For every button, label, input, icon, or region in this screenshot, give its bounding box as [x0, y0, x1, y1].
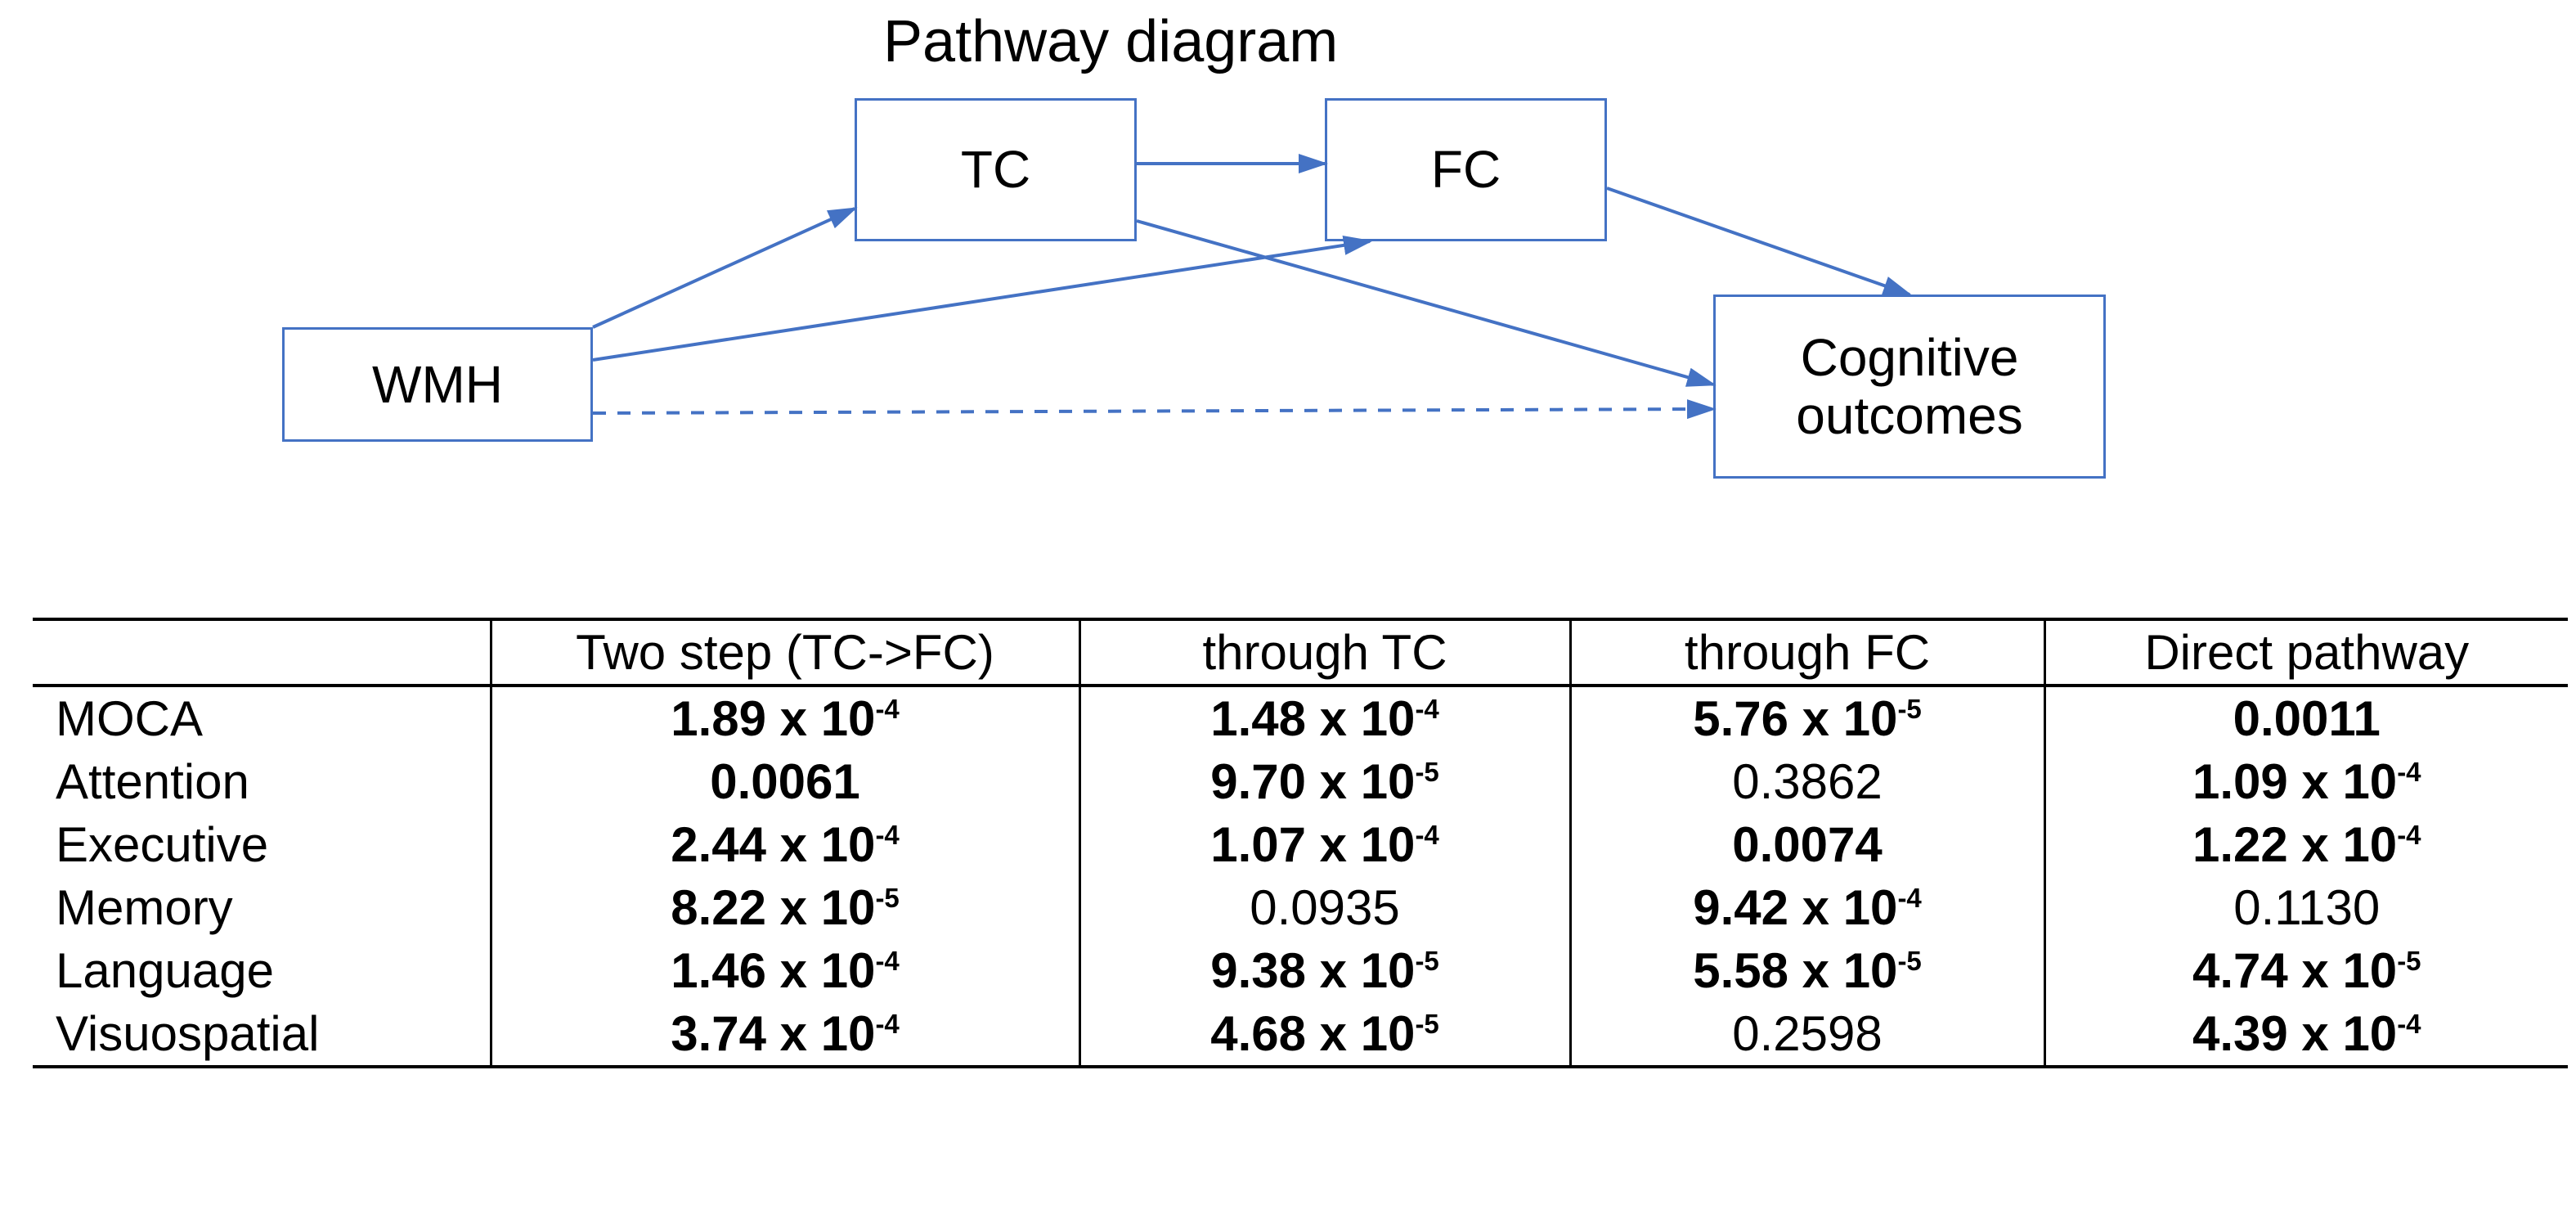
results-table: Two step (TC->FC)through TCthrough FCDir…	[33, 618, 2568, 1068]
col-header-3: through FC	[1570, 619, 2044, 686]
edge-fc-to-cog	[1607, 188, 1910, 295]
row-label: Attention	[33, 750, 491, 813]
figure-canvas: Pathway diagram WMH TC FC Cognitiveoutco…	[0, 0, 2576, 1214]
cell: 4.39 x 10-4	[2044, 1002, 2568, 1067]
node-cognitive-outcomes: Cognitiveoutcomes	[1713, 295, 2106, 479]
cell: 1.89 x 10-4	[491, 686, 1079, 750]
node-tc: TC	[855, 98, 1137, 241]
cell: 1.48 x 10-4	[1079, 686, 1570, 750]
results-table-wrap: Two step (TC->FC)through TCthrough FCDir…	[33, 618, 2568, 1068]
table-body: MOCA1.89 x 10-41.48 x 10-45.76 x 10-50.0…	[33, 686, 2568, 1067]
col-header-2: through TC	[1079, 619, 1570, 686]
cell: 5.76 x 10-5	[1570, 686, 2044, 750]
cell: 1.22 x 10-4	[2044, 813, 2568, 876]
cell: 4.68 x 10-5	[1079, 1002, 1570, 1067]
table-row: Memory8.22 x 10-50.09359.42 x 10-40.1130	[33, 876, 2568, 939]
node-cognitive-outcomes-label: Cognitiveoutcomes	[1796, 329, 2022, 444]
row-label: Visuospatial	[33, 1002, 491, 1067]
cell: 0.0061	[491, 750, 1079, 813]
cell: 0.0074	[1570, 813, 2044, 876]
cell: 4.74 x 10-5	[2044, 939, 2568, 1002]
cell: 2.44 x 10-4	[491, 813, 1079, 876]
cell: 3.74 x 10-4	[491, 1002, 1079, 1067]
row-label: Memory	[33, 876, 491, 939]
col-header-rowlabel	[33, 619, 491, 686]
cell: 5.58 x 10-5	[1570, 939, 2044, 1002]
diagram-title: Pathway diagram	[883, 8, 1338, 75]
cell: 1.09 x 10-4	[2044, 750, 2568, 813]
table-row: Executive2.44 x 10-41.07 x 10-40.00741.2…	[33, 813, 2568, 876]
row-label: Language	[33, 939, 491, 1002]
cell: 0.0935	[1079, 876, 1570, 939]
edge-wmh-to-cog	[593, 409, 1713, 413]
table-row: MOCA1.89 x 10-41.48 x 10-45.76 x 10-50.0…	[33, 686, 2568, 750]
table-row: Language1.46 x 10-49.38 x 10-55.58 x 10-…	[33, 939, 2568, 1002]
cell: 9.38 x 10-5	[1079, 939, 1570, 1002]
table-row: Attention0.00619.70 x 10-50.38621.09 x 1…	[33, 750, 2568, 813]
cell: 0.3862	[1570, 750, 2044, 813]
cell: 9.70 x 10-5	[1079, 750, 1570, 813]
edge-tc-to-cog	[1137, 221, 1713, 384]
cell: 1.07 x 10-4	[1079, 813, 1570, 876]
row-label: MOCA	[33, 686, 491, 750]
edge-wmh-to-fc	[593, 241, 1370, 360]
col-header-1: Two step (TC->FC)	[491, 619, 1079, 686]
cell: 1.46 x 10-4	[491, 939, 1079, 1002]
node-fc-label: FC	[1431, 141, 1501, 198]
table-row: Visuospatial3.74 x 10-44.68 x 10-50.2598…	[33, 1002, 2568, 1067]
cell: 0.0011	[2044, 686, 2568, 750]
cell: 0.2598	[1570, 1002, 2044, 1067]
node-wmh-label: WMH	[372, 356, 503, 413]
node-tc-label: TC	[961, 141, 1030, 198]
row-label: Executive	[33, 813, 491, 876]
node-fc: FC	[1325, 98, 1607, 241]
table-header-row: Two step (TC->FC)through TCthrough FCDir…	[33, 619, 2568, 686]
cell: 0.1130	[2044, 876, 2568, 939]
edge-wmh-to-tc	[593, 209, 855, 327]
cell: 9.42 x 10-4	[1570, 876, 2044, 939]
cell: 8.22 x 10-5	[491, 876, 1079, 939]
col-header-4: Direct pathway	[2044, 619, 2568, 686]
node-wmh: WMH	[282, 327, 593, 442]
